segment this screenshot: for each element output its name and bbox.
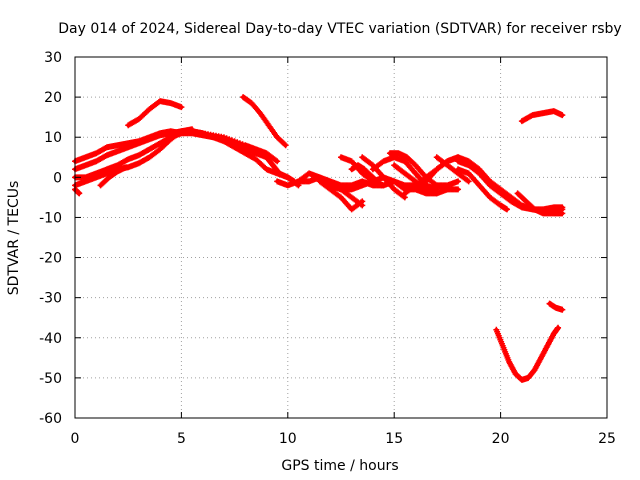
- chart-title: Day 014 of 2024, Sidereal Day-to-day VTE…: [58, 21, 621, 37]
- x-tick-label: 20: [492, 431, 510, 447]
- x-tick-label: 10: [279, 431, 297, 447]
- x-tick-label: 25: [598, 431, 616, 447]
- series-arc-12: [327, 182, 366, 209]
- data-point: [359, 202, 366, 209]
- plot-frame: [74, 56, 608, 419]
- series-arc-14: [348, 162, 385, 189]
- series-arc-25: [518, 108, 566, 125]
- data-point: [559, 112, 566, 119]
- data-point: [377, 181, 384, 188]
- x-tick-label: 5: [177, 431, 186, 447]
- x-axis-label: GPS time / hours: [281, 458, 398, 474]
- y-tick-label: -20: [39, 251, 62, 267]
- series-arc-18: [391, 162, 440, 197]
- y-axis-label: SDTVAR / TECUs: [6, 181, 22, 296]
- data-point: [281, 141, 288, 148]
- y-tick-label: -50: [39, 371, 62, 387]
- data-point: [559, 306, 566, 313]
- data-point: [178, 104, 185, 111]
- y-tick-label: -10: [39, 210, 62, 226]
- x-tick-label: 0: [71, 431, 80, 447]
- y-tick-label: 0: [53, 170, 62, 186]
- data-point: [465, 178, 472, 185]
- data-point: [433, 190, 440, 197]
- axis-ticks: 0 5 10 15 20 25 -60 -50 -40 -30 -20 -10 0 10 20 30: [39, 50, 616, 447]
- data-point: [282, 142, 289, 149]
- series-arc-4: [72, 126, 196, 189]
- data-point: [444, 186, 451, 193]
- data-point: [503, 206, 510, 213]
- series-arc-8: [240, 94, 289, 149]
- series-arc-24: [514, 190, 566, 217]
- y-tick-label: -60: [39, 411, 62, 427]
- series-arc-17: [386, 150, 451, 193]
- x-tick-label: 15: [385, 431, 403, 447]
- data-point: [274, 158, 281, 165]
- data-point: [189, 126, 196, 133]
- data-point: [455, 186, 462, 193]
- series-arc-7: [125, 98, 185, 129]
- y-tick-label: 30: [44, 50, 62, 66]
- series-arc-27: [546, 300, 566, 313]
- series-arc-26: [493, 324, 562, 383]
- series-arc-23: [455, 166, 510, 213]
- y-tick-label: -30: [39, 291, 62, 307]
- y-tick-label: 20: [44, 90, 62, 106]
- data-point: [76, 190, 83, 197]
- data-point: [559, 210, 566, 217]
- data-point: [559, 204, 566, 211]
- plot-data: [72, 94, 566, 383]
- y-tick-label: 10: [44, 130, 62, 146]
- data-point: [378, 182, 385, 189]
- data-point: [555, 324, 562, 331]
- data-point: [455, 178, 462, 185]
- y-tick-label: -40: [39, 331, 62, 347]
- series-arc-15: [359, 154, 408, 201]
- series-arc-21: [433, 154, 472, 185]
- series-arc-6: [97, 164, 130, 189]
- data-point: [123, 164, 130, 171]
